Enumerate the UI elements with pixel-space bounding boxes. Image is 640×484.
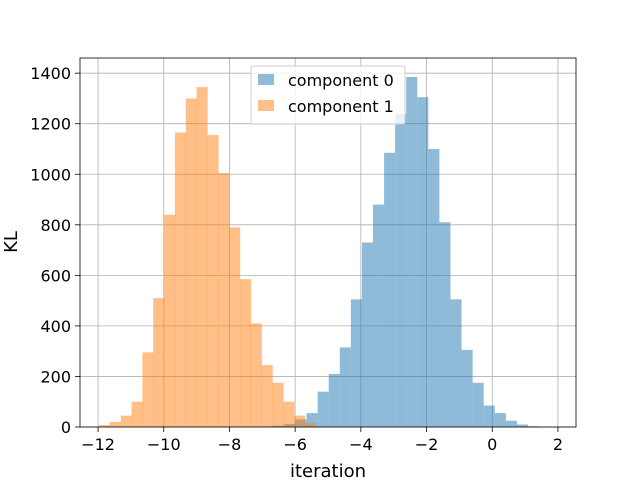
bar-component-1 (131, 401, 143, 427)
bar-component-1 (250, 323, 262, 427)
bar-component-0 (395, 113, 407, 428)
x-tick-label: −4 (349, 435, 373, 454)
y-tick-label: 800 (40, 216, 71, 235)
bar-component-1 (261, 365, 273, 427)
bar-component-1 (142, 352, 154, 427)
bar-component-0 (516, 424, 528, 427)
x-tick-label: −12 (81, 435, 115, 454)
x-tick-label: 0 (487, 435, 497, 454)
y-tick-label: 0 (61, 418, 71, 437)
x-tick-label: −6 (283, 435, 307, 454)
x-tick-label: −8 (218, 435, 242, 454)
legend: component 0 component 1 (250, 65, 406, 125)
y-tick-label: 600 (40, 266, 71, 285)
bar-component-1 (229, 227, 241, 427)
bar-component-0 (461, 349, 473, 427)
bar-component-1 (294, 415, 306, 427)
bar-component-1 (174, 132, 186, 427)
plot-frame (79, 57, 577, 428)
bar-component-0 (406, 76, 418, 428)
bar-component-1 (272, 382, 284, 427)
bar-component-0 (494, 413, 506, 427)
y-tick-label: 400 (40, 317, 71, 336)
bar-component-0 (361, 242, 374, 427)
legend-swatch-component-0 (258, 74, 274, 85)
bar-component-0 (306, 413, 318, 427)
bar-component-0 (505, 420, 517, 427)
bar-component-1 (120, 415, 132, 427)
histogram-bars (99, 76, 540, 428)
x-tick-label: −2 (415, 435, 439, 454)
legend-swatch-component-1 (258, 100, 274, 111)
legend-label-component-1: component 1 (288, 97, 394, 116)
bar-component-1 (164, 214, 176, 427)
y-axis-ticks: 0 200 400 600 800 1000 1200 1400 (30, 64, 80, 437)
bar-component-1 (239, 279, 252, 427)
bar-component-0 (328, 373, 340, 427)
bar-component-1 (99, 424, 111, 427)
bar-component-1 (305, 423, 317, 427)
bar-component-0 (317, 391, 329, 427)
legend-box (250, 65, 406, 125)
y-tick-label: 1400 (30, 64, 71, 83)
bar-component-0 (450, 299, 462, 427)
bar-component-0 (350, 299, 362, 427)
x-tick-label: −10 (147, 435, 181, 454)
bar-component-0 (417, 97, 429, 428)
bar-component-0 (373, 204, 385, 427)
x-axis-label: iteration (290, 461, 366, 480)
bar-component-0 (428, 148, 440, 427)
bar-component-0 (483, 405, 495, 427)
y-tick-label: 200 (40, 367, 71, 386)
bar-component-1 (109, 421, 121, 427)
x-tick-label: 2 (553, 435, 563, 454)
bar-component-0 (339, 347, 351, 427)
bar-component-0 (384, 152, 396, 427)
bar-component-0 (472, 382, 484, 427)
bar-component-1 (196, 87, 208, 428)
bar-component-1 (185, 98, 197, 427)
bar-component-1 (207, 135, 219, 427)
y-axis-label: KL (1, 231, 22, 253)
y-tick-label: 1200 (30, 115, 71, 134)
legend-label-component-0: component 0 (288, 71, 394, 90)
bar-component-1 (153, 298, 165, 427)
x-axis-ticks: −12 −10 −8 −6 −4 −2 0 2 (81, 427, 563, 454)
bar-component-1 (218, 172, 230, 427)
bar-component-1 (283, 401, 295, 427)
bar-component-0 (439, 222, 451, 427)
y-tick-label: 1000 (30, 165, 71, 184)
